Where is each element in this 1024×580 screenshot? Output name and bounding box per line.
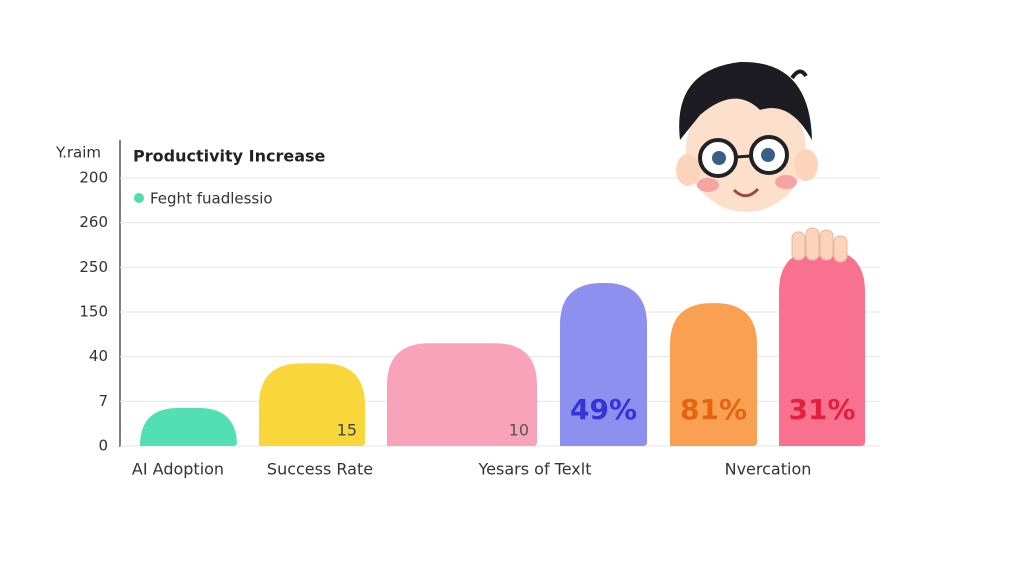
bar	[387, 343, 537, 446]
x-tick-label: Success Rate	[267, 460, 373, 479]
bar-label: 49%	[570, 393, 637, 426]
legend-swatch	[134, 193, 144, 203]
bar	[779, 249, 865, 446]
y-tick-label: 200	[79, 169, 108, 187]
y-tick-label: 0	[98, 437, 108, 455]
y-tick-label: 7	[98, 392, 108, 410]
chart-title: Productivity Increase	[133, 147, 326, 166]
character	[676, 61, 848, 263]
bar	[140, 408, 237, 446]
bar-label: 31%	[788, 393, 855, 426]
x-tick-label: AI Adoption	[132, 460, 224, 479]
legend-label: Feght fuadlessio	[150, 190, 273, 208]
x-tick-label: Nvercation	[725, 460, 812, 479]
bar-label: 15	[337, 421, 357, 440]
y-tick-label: 250	[79, 258, 108, 276]
bar	[259, 363, 365, 446]
y-tick-label: 260	[79, 213, 108, 231]
bar	[560, 282, 647, 446]
y-tick-label: 150	[79, 303, 108, 321]
bar	[670, 303, 757, 446]
y-tick-label: 40	[89, 347, 108, 365]
x-tick-label: Yesars of Texlt	[478, 460, 592, 479]
bar-label: 10	[509, 421, 529, 440]
bar-label: 81%	[680, 393, 747, 426]
y-axis-title: Y.raim	[55, 144, 101, 162]
